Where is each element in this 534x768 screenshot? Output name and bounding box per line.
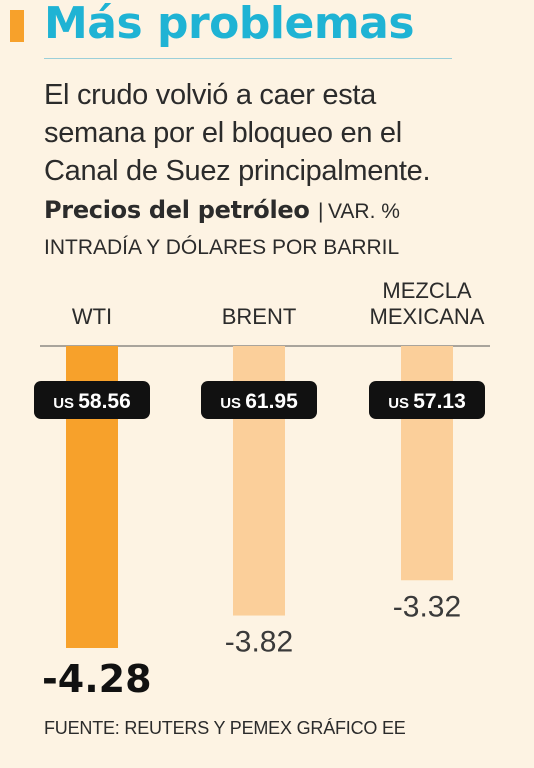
subtitle-line: El crudo volvió a caer esta [44, 79, 377, 111]
chart-heading: Precios del petróleo | VAR. % [44, 196, 400, 224]
unit-separator: | [318, 200, 324, 223]
price-badge [369, 381, 485, 419]
x-tick-label: MEXICANA [370, 304, 485, 329]
value-label: -3.82 [225, 626, 293, 659]
title-divider [44, 58, 452, 59]
price-badge [201, 381, 317, 419]
x-tick-label: MEZCLA [382, 278, 472, 303]
x-tick-label: BRENT [222, 304, 297, 329]
title-accent-block [10, 10, 24, 42]
price-badge [34, 381, 150, 419]
source-note: FUENTE: REUTERS Y PEMEX GRÁFICO EE [44, 718, 406, 738]
subtitle-line: Canal de Suez principalmente. [44, 155, 431, 187]
chart-title: Precios del petróleo [44, 196, 310, 224]
page-title: Más problemas [44, 0, 415, 49]
chart-unit-label: VAR. % [327, 200, 400, 223]
subtitle-line: semana por el bloqueo en el [44, 117, 402, 149]
price-label: US 58.56 [53, 390, 131, 413]
price-label: US 61.95 [220, 390, 298, 413]
subtitle: El crudo volvió a caer esta semana por e… [44, 76, 484, 190]
value-label: -4.28 [42, 657, 152, 701]
price-label: US 57.13 [388, 390, 466, 413]
x-tick-label: WTI [72, 304, 112, 329]
chart-unit-subtitle: INTRADÍA Y DÓLARES POR BARRIL [44, 236, 400, 259]
value-label: -3.32 [393, 590, 461, 623]
